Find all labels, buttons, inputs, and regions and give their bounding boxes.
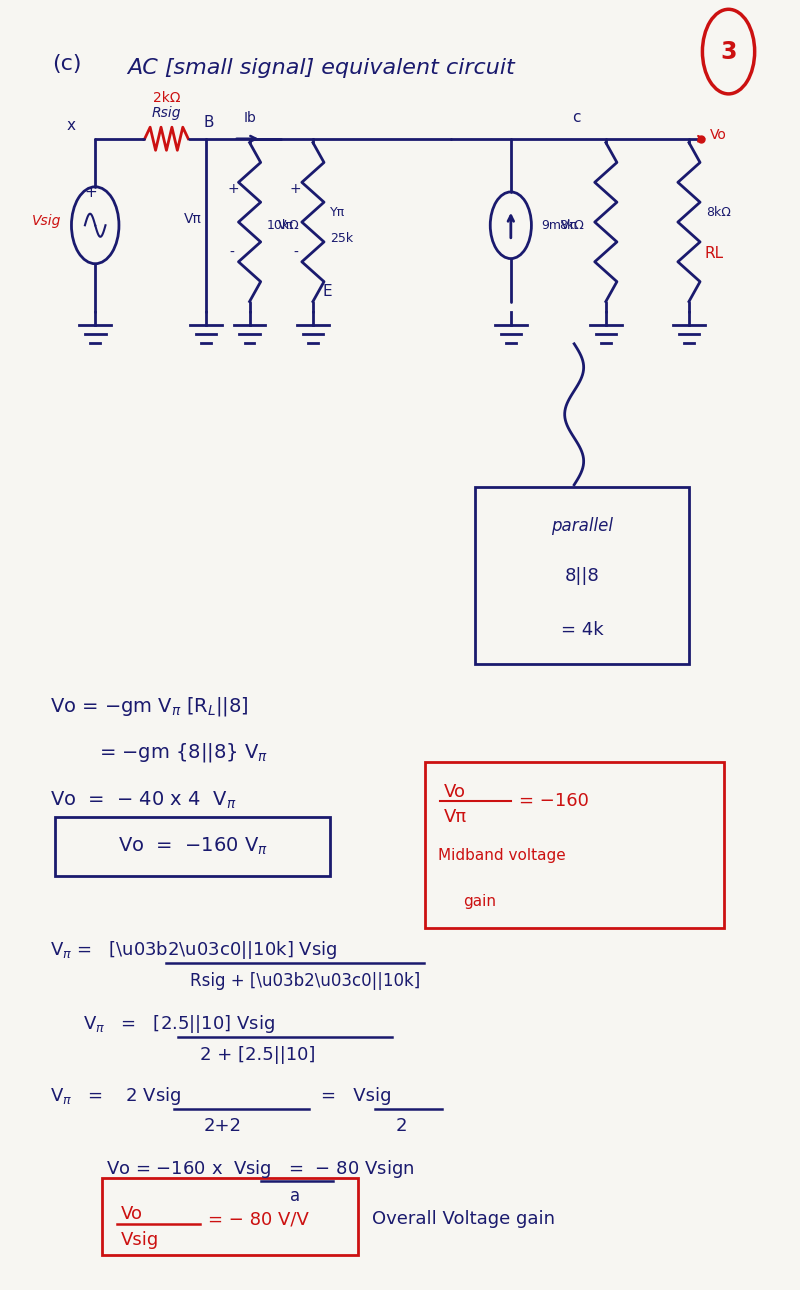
Text: Vsig: Vsig [122, 1231, 159, 1249]
Text: E: E [322, 284, 332, 299]
Text: 2: 2 [396, 1117, 407, 1135]
Text: V$_\pi$   =   [2.5||10] Vsig: V$_\pi$ = [2.5||10] Vsig [83, 1014, 275, 1036]
Text: Vo = $-$gm V$_\pi$ [R$_L$||8]: Vo = $-$gm V$_\pi$ [R$_L$||8] [50, 695, 249, 719]
Text: V$_\pi$   =    2 Vsig: V$_\pi$ = 2 Vsig [50, 1085, 182, 1107]
Text: Rsig: Rsig [152, 106, 182, 120]
Text: (c): (c) [52, 54, 81, 75]
Text: = 4k: = 4k [561, 620, 603, 639]
Text: 9mVπ: 9mVπ [541, 219, 577, 232]
Text: V$_\pi$ =   [\u03b2\u03c0||10k] Vsig: V$_\pi$ = [\u03b2\u03c0||10k] Vsig [50, 939, 338, 961]
Text: +: + [85, 184, 98, 200]
Text: Rsig + [\u03b2\u03c0||10k]: Rsig + [\u03b2\u03c0||10k] [190, 971, 421, 989]
Text: =   Vsig: = Vsig [321, 1087, 391, 1106]
Text: = − 80 V/V: = − 80 V/V [209, 1210, 310, 1228]
Text: -: - [230, 246, 234, 261]
Text: 8kΩ: 8kΩ [558, 219, 584, 232]
Text: Vo: Vo [710, 128, 727, 142]
Text: 3: 3 [720, 40, 737, 63]
Text: 2 + [2.5||10]: 2 + [2.5||10] [201, 1046, 316, 1064]
Text: = $-$gm {8||8} V$_\pi$: = $-$gm {8||8} V$_\pi$ [99, 742, 269, 764]
Text: 2kΩ: 2kΩ [153, 90, 180, 104]
Text: Midband voltage: Midband voltage [438, 848, 566, 863]
Text: Vπ: Vπ [443, 808, 466, 826]
Text: Vo  =  $-$160 V$_\pi$: Vo = $-$160 V$_\pi$ [118, 836, 268, 857]
Text: Yπ: Yπ [330, 206, 346, 219]
Text: Vπ: Vπ [184, 212, 202, 226]
Text: Overall Voltage gain: Overall Voltage gain [372, 1210, 555, 1228]
Text: 8kΩ: 8kΩ [706, 206, 731, 219]
Text: +: + [290, 182, 302, 196]
Text: Vo: Vo [443, 783, 466, 801]
Text: Vsig: Vsig [32, 214, 61, 228]
Text: Ib: Ib [243, 111, 256, 125]
Text: 10kΩ: 10kΩ [267, 219, 300, 232]
Text: AC [small signal] equivalent circuit: AC [small signal] equivalent circuit [127, 58, 514, 79]
Text: parallel: parallel [551, 517, 613, 535]
Text: 25k: 25k [330, 232, 354, 245]
Text: 2+2: 2+2 [204, 1117, 242, 1135]
Text: gain: gain [463, 894, 496, 909]
Text: 8||8: 8||8 [565, 566, 599, 584]
Text: Vo = $-$160 x  Vsig   =  $-$ 80 Vsign: Vo = $-$160 x Vsig = $-$ 80 Vsign [106, 1158, 414, 1180]
Text: Vπ: Vπ [278, 219, 294, 232]
Text: = −160: = −160 [518, 792, 589, 810]
Text: Vo: Vo [122, 1205, 143, 1223]
Text: B: B [203, 115, 214, 130]
Text: Vo  =  $-$ 40 x 4  V$_\pi$: Vo = $-$ 40 x 4 V$_\pi$ [50, 789, 237, 810]
Text: -: - [293, 246, 298, 261]
Text: RL: RL [705, 246, 724, 261]
Text: x: x [67, 117, 76, 133]
Text: +: + [228, 182, 239, 196]
Text: a: a [290, 1187, 300, 1205]
Text: c: c [572, 110, 580, 125]
